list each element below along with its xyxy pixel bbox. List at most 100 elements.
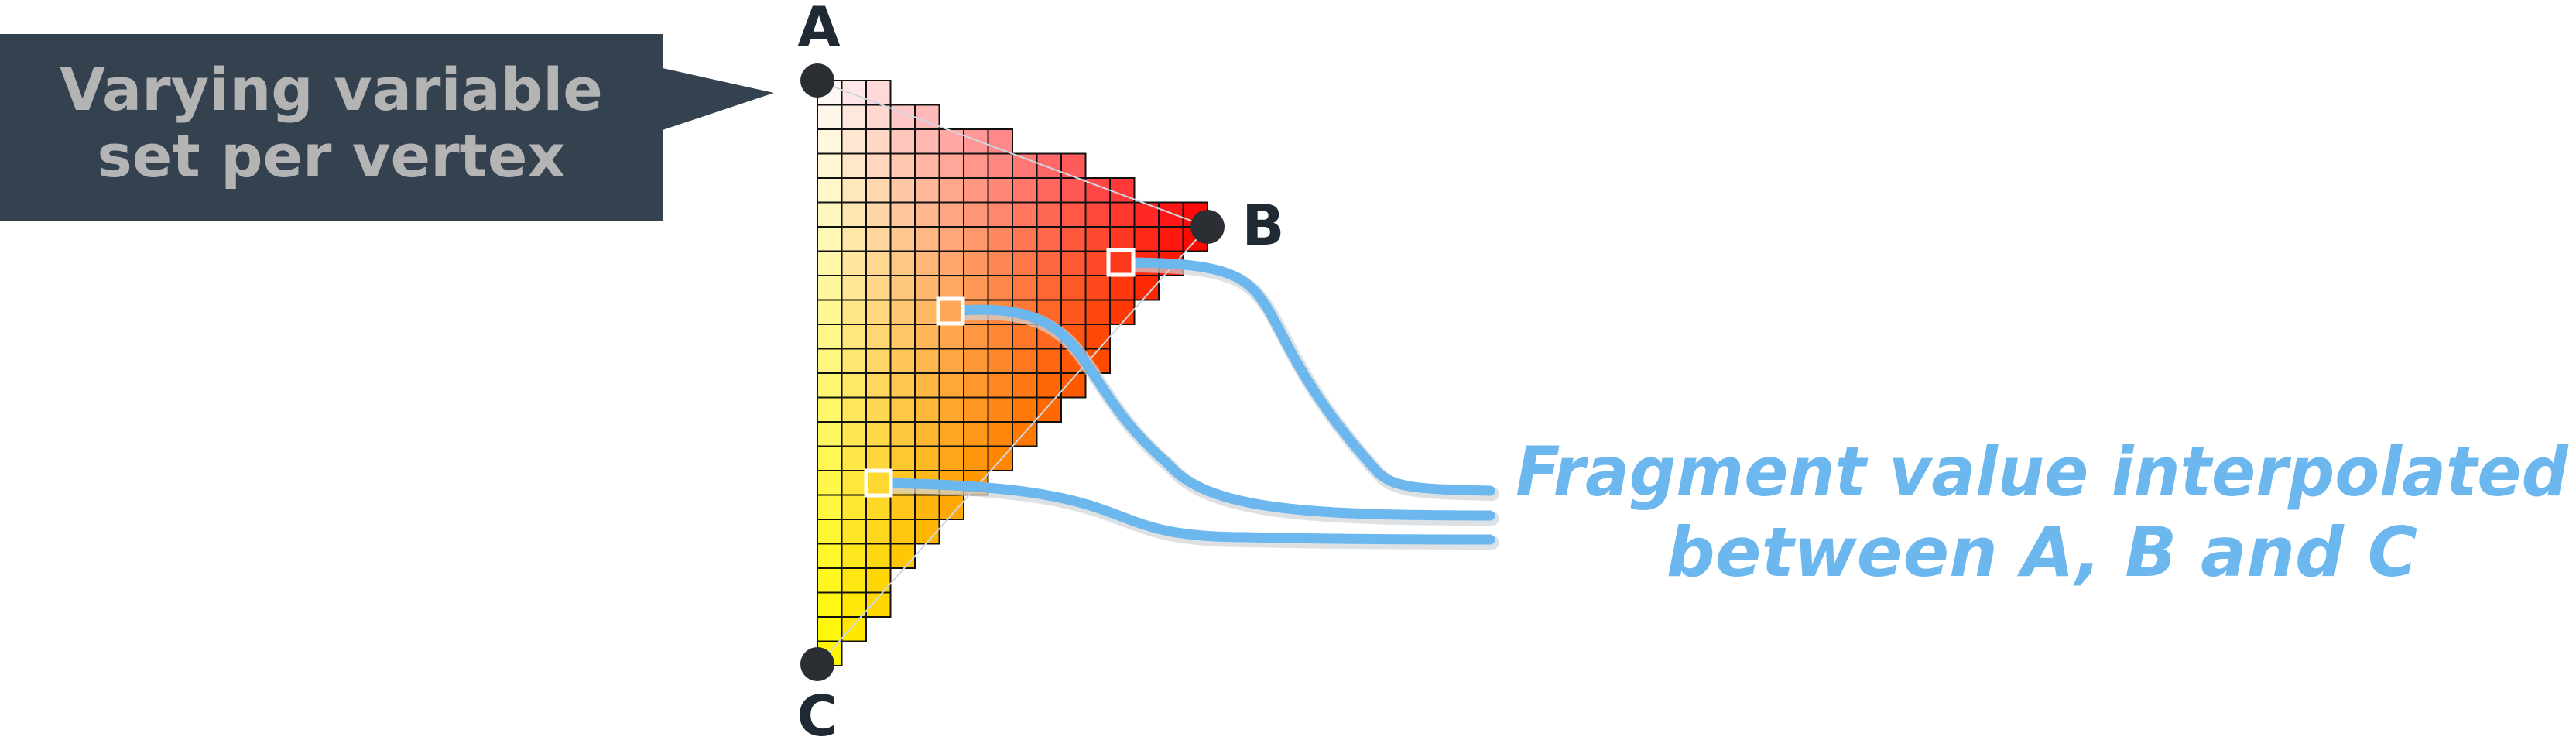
grid-cell: [817, 396, 843, 423]
triangle-outline: [818, 81, 1208, 665]
grid-cell: [817, 470, 843, 496]
grid-cell: [987, 396, 1013, 423]
grid-cell: [889, 128, 916, 155]
grid-cell: [865, 348, 892, 374]
grid-cell: [963, 348, 989, 374]
grid-cell: [1084, 226, 1111, 252]
grid-cell: [914, 324, 940, 350]
grid-cell: [1036, 372, 1062, 399]
grid-cell: [865, 128, 892, 155]
grid-cell: [817, 445, 843, 471]
grid-cell: [841, 445, 867, 471]
grid-cell: [938, 250, 964, 276]
grid-cell: [938, 128, 964, 155]
grid-cell: [817, 591, 843, 618]
grid-cell: [889, 372, 916, 399]
grid-cell: [889, 250, 916, 276]
grid-cell: [987, 177, 1013, 204]
grid-cell: [1109, 275, 1136, 301]
grid-cell: [1036, 250, 1062, 276]
grid-cell: [889, 324, 916, 350]
grid-cell: [1084, 299, 1111, 325]
grid-cell: [1036, 348, 1062, 374]
grid-cell: [1012, 372, 1038, 399]
grid-cell: [938, 396, 964, 423]
grid-cell: [841, 250, 867, 276]
grid-cell: [914, 372, 940, 399]
grid-cell: [987, 275, 1013, 301]
grid-cell: [963, 177, 989, 204]
grid-cell: [865, 396, 892, 423]
grid-cell: [865, 519, 892, 545]
grid-cell: [987, 348, 1013, 374]
grid-cell: [817, 348, 843, 374]
grid-cell: [865, 177, 892, 204]
grid-cell: [841, 324, 867, 350]
grid-cell: [865, 80, 892, 106]
grid-cell: [987, 152, 1013, 179]
grid-cell: [889, 421, 916, 447]
grid-cell: [1060, 275, 1087, 301]
grid-cell: [1158, 201, 1184, 228]
grid-cell: [865, 275, 892, 301]
grid-cell: [865, 372, 892, 399]
grid-cell: [889, 494, 916, 520]
grid-cell: [1036, 396, 1062, 423]
grid-cell: [889, 275, 916, 301]
grid-cell: [841, 152, 867, 179]
grid-cell: [1036, 201, 1062, 228]
grid-cell: [963, 445, 989, 471]
grid-cell: [841, 201, 867, 228]
grid-cell: [865, 324, 892, 350]
grid-cell: [1036, 152, 1062, 179]
grid-cell: [865, 201, 892, 228]
grid-cell: [841, 519, 867, 545]
grid-cell: [817, 324, 843, 350]
sample-fragment-1: [1106, 248, 1136, 277]
grid-cell: [914, 445, 940, 471]
grid-cell: [841, 543, 867, 569]
grid-cell: [841, 348, 867, 374]
grid-cell: [841, 104, 867, 130]
grid-cell: [914, 250, 940, 276]
grid-cell: [1109, 226, 1136, 252]
leader-line-2: [945, 304, 1495, 521]
grid-cell: [938, 445, 964, 471]
grid-cell: [1158, 226, 1184, 252]
grid-cell: [963, 128, 989, 155]
grid-cell: [914, 275, 940, 301]
grid-cell: [914, 128, 940, 155]
grid-cell: [914, 348, 940, 374]
grid-cell: [889, 104, 916, 130]
grid-cell: [817, 226, 843, 252]
fragment-label-line-1: Fragment value interpolated: [1516, 432, 2569, 512]
grid-cell: [889, 201, 916, 228]
grid-cell: [865, 226, 892, 252]
grid-cell: [1012, 152, 1038, 179]
callout-line-1: Varying variable: [60, 55, 603, 124]
grid-cell: [841, 494, 867, 520]
grid-cell: [938, 201, 964, 228]
grid-cell: [817, 299, 843, 325]
grid-cell: [987, 250, 1013, 276]
grid-cell: [1036, 177, 1062, 204]
grid-cell: [987, 421, 1013, 447]
grid-cell: [963, 152, 989, 179]
grid-cell: [817, 128, 843, 155]
grid-cell: [817, 275, 843, 301]
grid-cell: [841, 226, 867, 252]
grid-cell: [963, 324, 989, 350]
grid-cell: [1012, 275, 1038, 301]
sample-fragments: [864, 248, 1136, 498]
grid-cell: [963, 372, 989, 399]
interpolation-leaders: [873, 257, 1499, 550]
vertex-a-label: A: [797, 0, 841, 60]
grid-cell: [841, 591, 867, 618]
grid-cell: [914, 299, 940, 325]
grid-cell: [914, 226, 940, 252]
vertices: [800, 63, 1225, 681]
grid-cell: [841, 80, 867, 106]
grid-cell: [1084, 250, 1111, 276]
grid-cell: [987, 201, 1013, 228]
